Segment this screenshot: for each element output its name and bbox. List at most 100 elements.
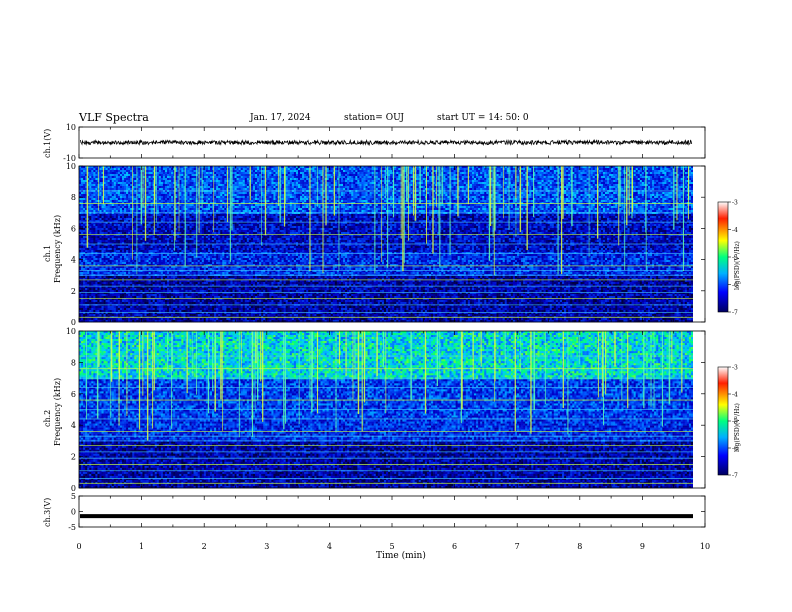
spectrogram-cell: [237, 176, 239, 178]
spectrogram-cell: [347, 178, 349, 180]
spectrogram-cell: [351, 178, 353, 180]
spectrogram-cell: [429, 176, 431, 178]
spectrogram-cell: [466, 176, 468, 178]
spectrogram-cell: [116, 176, 118, 178]
spectrogram-cell: [542, 178, 544, 180]
spectrogram-cell: [486, 174, 488, 176]
spectrogram-cell: [368, 170, 370, 172]
spectrogram-cell: [157, 170, 159, 172]
spectrogram-cell: [603, 176, 605, 178]
spectrogram-cell: [503, 168, 505, 170]
spectrogram-cell: [366, 172, 368, 174]
spectrogram-cell: [454, 170, 456, 172]
spectrogram-cell: [621, 176, 623, 178]
spectrogram-cell: [664, 170, 666, 172]
spectrogram-cell: [552, 178, 554, 180]
spectrogram-cell: [237, 168, 239, 170]
spectrogram-cell: [214, 170, 216, 172]
spectrogram-cell: [382, 174, 384, 176]
spectrogram-cell: [347, 168, 349, 170]
spectrogram-cell: [685, 172, 687, 174]
spectrogram-cell: [251, 176, 253, 178]
spectrogram-cell: [564, 174, 566, 176]
spectrogram-cell: [363, 178, 365, 180]
spectrogram-cell: [587, 168, 589, 170]
spectrogram-cell: [255, 168, 257, 170]
spectrogram-cell: [273, 172, 275, 174]
spectrogram-cell: [341, 168, 343, 170]
spectrogram-cell: [552, 168, 554, 170]
spectrogram-cell: [235, 174, 237, 176]
spectrogram-cell: [112, 170, 114, 172]
spectrogram-cell: [411, 170, 413, 172]
spectrogram-cell: [233, 174, 235, 176]
spectrogram-cell: [83, 168, 85, 170]
spectrogram-cell: [497, 170, 499, 172]
spectrogram-cell: [544, 172, 546, 174]
spectrogram-cell: [81, 168, 83, 170]
spectrogram-cell: [540, 174, 542, 176]
spectrogram-cell: [208, 168, 210, 170]
y-tick-label: 10: [66, 123, 76, 132]
spectrogram-cell: [167, 168, 169, 170]
spectrogram-cell: [126, 172, 128, 174]
spectrogram-cell: [591, 174, 593, 176]
spectrogram-cell: [192, 176, 194, 178]
spectrogram-cell: [396, 174, 398, 176]
spectrogram-cell: [204, 174, 206, 176]
spectrogram-cell: [666, 172, 668, 174]
spectrogram-cell: [486, 176, 488, 178]
spectrogram-cell: [218, 172, 220, 174]
spectrogram-cell: [355, 176, 357, 178]
spectrogram-cell: [128, 176, 130, 178]
spectrogram-cell: [298, 174, 300, 176]
spectrogram-cell: [540, 178, 542, 180]
spectrogram-cell: [548, 172, 550, 174]
spectrogram-cell: [486, 178, 488, 180]
spectrogram-cell: [310, 170, 312, 172]
spectrogram-cell: [376, 174, 378, 176]
spectrogram-cell: [126, 174, 128, 176]
spectrogram-cell: [517, 170, 519, 172]
spectrogram-cell: [423, 178, 425, 180]
spectrogram-cell: [349, 178, 351, 180]
spectrogram-cell: [206, 176, 208, 178]
spectrogram-cell: [304, 170, 306, 172]
spectrogram-cell: [503, 174, 505, 176]
spectrogram-cell: [99, 174, 101, 176]
spectrogram-cell: [147, 170, 149, 172]
spectrogram-cell: [605, 176, 607, 178]
spectrogram-cell: [552, 172, 554, 174]
spectrogram-cell: [255, 174, 257, 176]
spectrogram-cell: [427, 172, 429, 174]
spectrogram-cell: [484, 178, 486, 180]
spectrogram-cell: [233, 168, 235, 170]
spectrogram-cell: [286, 176, 288, 178]
spectrogram-cell: [93, 170, 95, 172]
spectrogram-cell: [466, 178, 468, 180]
spectrogram-cell: [466, 168, 468, 170]
spectrogram-cell: [503, 172, 505, 174]
spectrogram-cell: [157, 174, 159, 176]
spectrogram-cell: [566, 168, 568, 170]
spectrogram-cell: [126, 170, 128, 172]
spectrogram-cell: [568, 176, 570, 178]
spectrogram-cell: [372, 168, 374, 170]
spectrogram-cell: [257, 170, 259, 172]
spectrogram-cell: [679, 174, 681, 176]
spectrogram-cell: [656, 172, 658, 174]
spectrogram-cell: [114, 168, 116, 170]
spectrogram-cell: [292, 176, 294, 178]
spectrogram-cell: [300, 172, 302, 174]
spectrogram-cell: [310, 178, 312, 180]
spectrogram-cell: [110, 174, 112, 176]
spectrogram-cell: [378, 168, 380, 170]
spectrogram-cell: [499, 178, 501, 180]
spectrogram-cell: [179, 172, 181, 174]
spectrogram-cell: [112, 174, 114, 176]
spectrogram-cell: [460, 178, 462, 180]
spectrogram-cell: [286, 172, 288, 174]
spectrogram-cell: [685, 174, 687, 176]
spectrogram-cell: [679, 168, 681, 170]
spectrogram-cell: [361, 176, 363, 178]
